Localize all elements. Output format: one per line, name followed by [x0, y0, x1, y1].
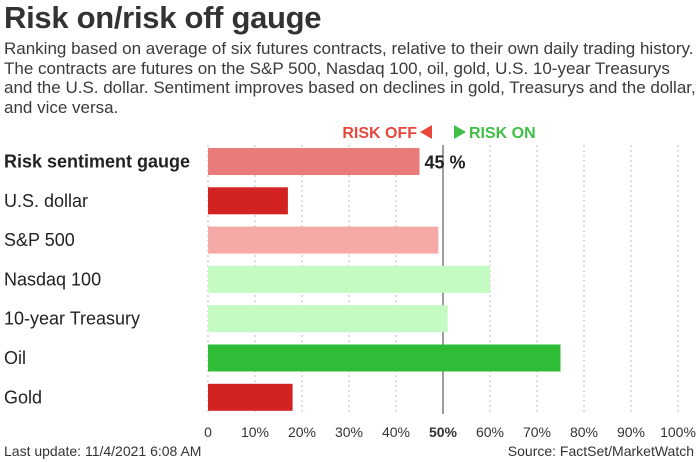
category-label: Gold: [4, 387, 42, 407]
category-label: 10-year Treasury: [4, 309, 140, 329]
bar: [208, 305, 448, 333]
risk-off-arrow-icon: [420, 125, 432, 139]
x-axis-ticks: 0 10% 20% 30% 40% 50% 60% 70% 80% 90% 100%: [204, 424, 696, 440]
bar: [208, 187, 288, 215]
category-label: S&P 500: [4, 230, 75, 250]
data-label: 45 %: [425, 153, 466, 173]
bar: [208, 344, 561, 372]
bar: [208, 148, 420, 175]
category-label: Oil: [4, 348, 26, 368]
bar: [208, 226, 439, 254]
legend: RISK OFF RISK ON: [342, 125, 536, 142]
x-tick-label: 40%: [382, 424, 410, 440]
chart-subtitle: Ranking based on average of six futures …: [4, 39, 696, 117]
x-tick-label: 50%: [429, 424, 458, 440]
bar: [208, 265, 490, 293]
bars: [208, 148, 561, 411]
category-labels: Risk sentiment gauge 45 % U.S. dollar S&P 5…: [4, 152, 466, 408]
category-label: U.S. dollar: [4, 191, 88, 211]
x-tick-label: 90%: [617, 424, 645, 440]
category-label: Nasdaq 100: [4, 269, 101, 289]
x-tick-label: 80%: [570, 424, 598, 440]
chart-title: Risk on/risk off gauge: [4, 0, 322, 35]
last-update-note: Last update: 11/4/2021 6:08 AM: [4, 443, 202, 459]
source-note: Source: FactSet/MarketWatch: [507, 443, 694, 459]
x-tick-label: 0: [204, 424, 212, 440]
risk-on-arrow-icon: [454, 125, 466, 139]
bar: [208, 383, 293, 411]
x-tick-label: 20%: [288, 424, 316, 440]
x-tick-label: 30%: [335, 424, 363, 440]
risk-off-label: RISK OFF: [342, 125, 417, 142]
x-tick-label: 60%: [476, 424, 504, 440]
category-label: Risk sentiment gauge: [4, 152, 190, 172]
x-tick-label: 10%: [241, 424, 269, 440]
risk-on-label: RISK ON: [469, 125, 536, 142]
x-tick-label: 70%: [523, 424, 551, 440]
x-tick-label: 100%: [660, 424, 696, 440]
